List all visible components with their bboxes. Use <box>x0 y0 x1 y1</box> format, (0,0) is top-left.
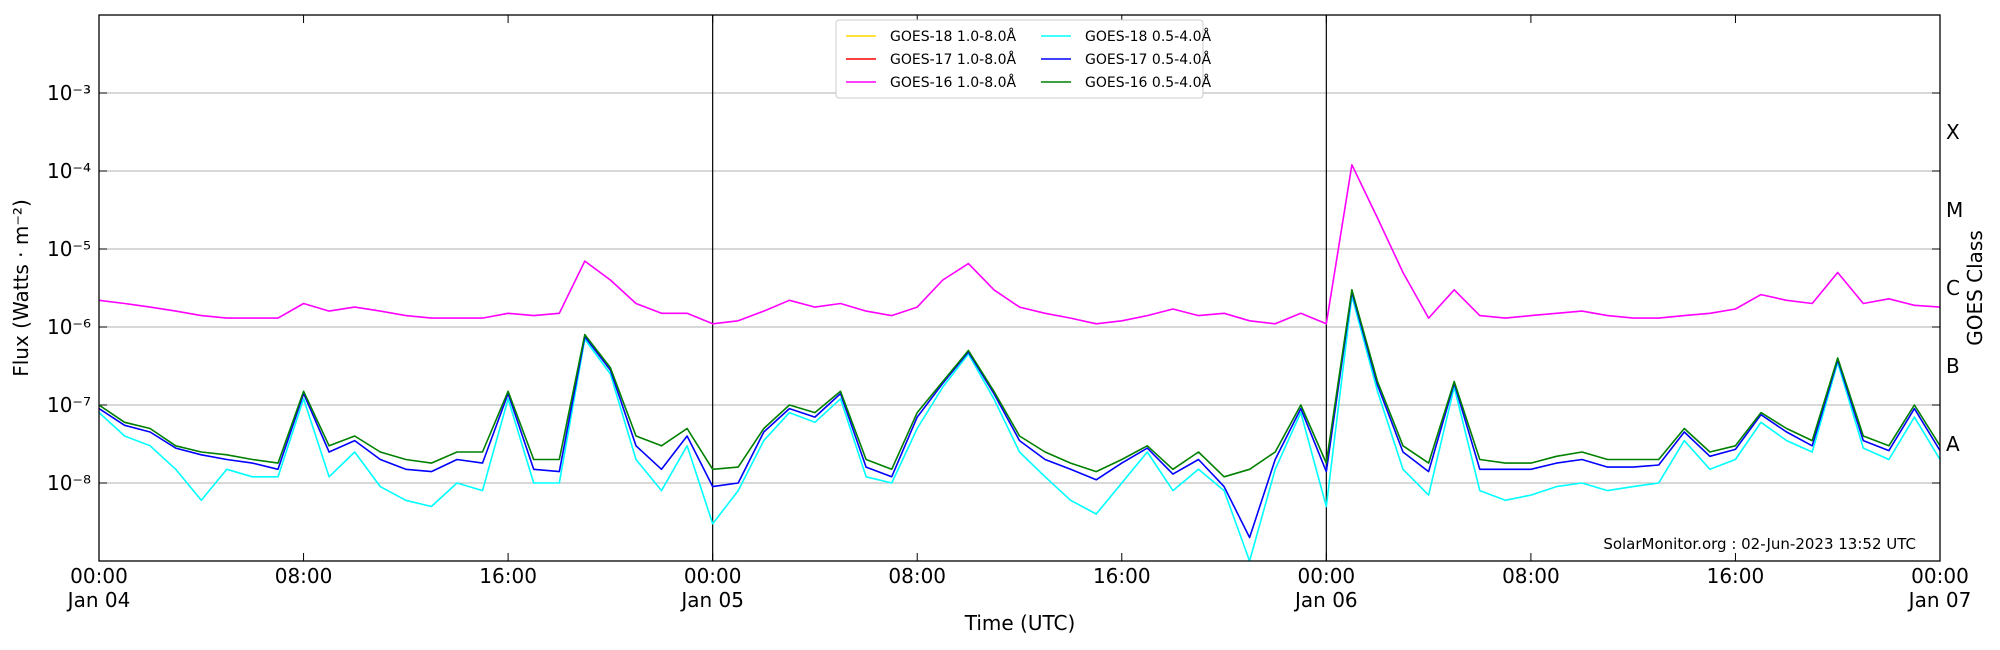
x-tick-label: 00:00 Jan 04 <box>66 564 131 612</box>
y-axis-title: Flux (Watts · m⁻²) <box>9 199 33 377</box>
y-tick-label: 10⁻⁸ <box>47 471 91 495</box>
legend-label: GOES-17 0.5-4.0Å <box>1085 51 1211 68</box>
legend-label: GOES-16 0.5-4.0Å <box>1085 74 1211 91</box>
series-line <box>99 295 1940 561</box>
x-tick-label: 00:00 Jan 06 <box>1293 564 1358 612</box>
annotation: SolarMonitor.org : 02-Jun-2023 13:52 UTC <box>1603 535 1916 553</box>
y2-tick-label: M <box>1946 198 1963 222</box>
x-tick-label: 08:00 <box>888 564 946 588</box>
series-line <box>99 291 1940 539</box>
series-line <box>99 164 1940 325</box>
x-tick-label: 00:00 Jan 05 <box>679 564 744 612</box>
x-tick-label: 08:00 <box>1502 564 1560 588</box>
legend-label: GOES-16 1.0-8.0Å <box>890 74 1016 91</box>
y-tick-label: 10⁻⁷ <box>47 393 91 417</box>
y2-tick-label: B <box>1946 354 1960 378</box>
legend-label: GOES-17 1.0-8.0Å <box>890 51 1016 68</box>
y2-axis-title: GOES Class <box>1963 230 1987 346</box>
plot-area <box>99 164 1940 561</box>
legend-label: GOES-18 0.5-4.0Å <box>1085 28 1211 45</box>
series-line <box>99 289 1940 478</box>
y-tick-label: 10⁻⁴ <box>47 159 91 183</box>
y2-tick-label: X <box>1946 120 1960 144</box>
y-tick-label: 10⁻³ <box>47 81 91 105</box>
x-tick-label: 08:00 <box>275 564 333 588</box>
legend-label: GOES-18 1.0-8.0Å <box>890 28 1016 45</box>
y2-tick-label: A <box>1946 432 1960 456</box>
x-axis-title: Time (UTC) <box>964 611 1076 635</box>
x-tick-label: 16:00 <box>1707 564 1765 588</box>
x-tick-label: 16:00 <box>479 564 537 588</box>
x-tick-label: 00:00 Jan 07 <box>1907 564 1972 612</box>
x-tick-label: 16:00 <box>1093 564 1151 588</box>
y-tick-label: 10⁻⁵ <box>47 237 91 261</box>
y-tick-label: 10⁻⁶ <box>47 315 91 339</box>
legend-box <box>835 19 1204 99</box>
plot-frame <box>98 14 1941 562</box>
y2-tick-label: C <box>1946 276 1960 300</box>
